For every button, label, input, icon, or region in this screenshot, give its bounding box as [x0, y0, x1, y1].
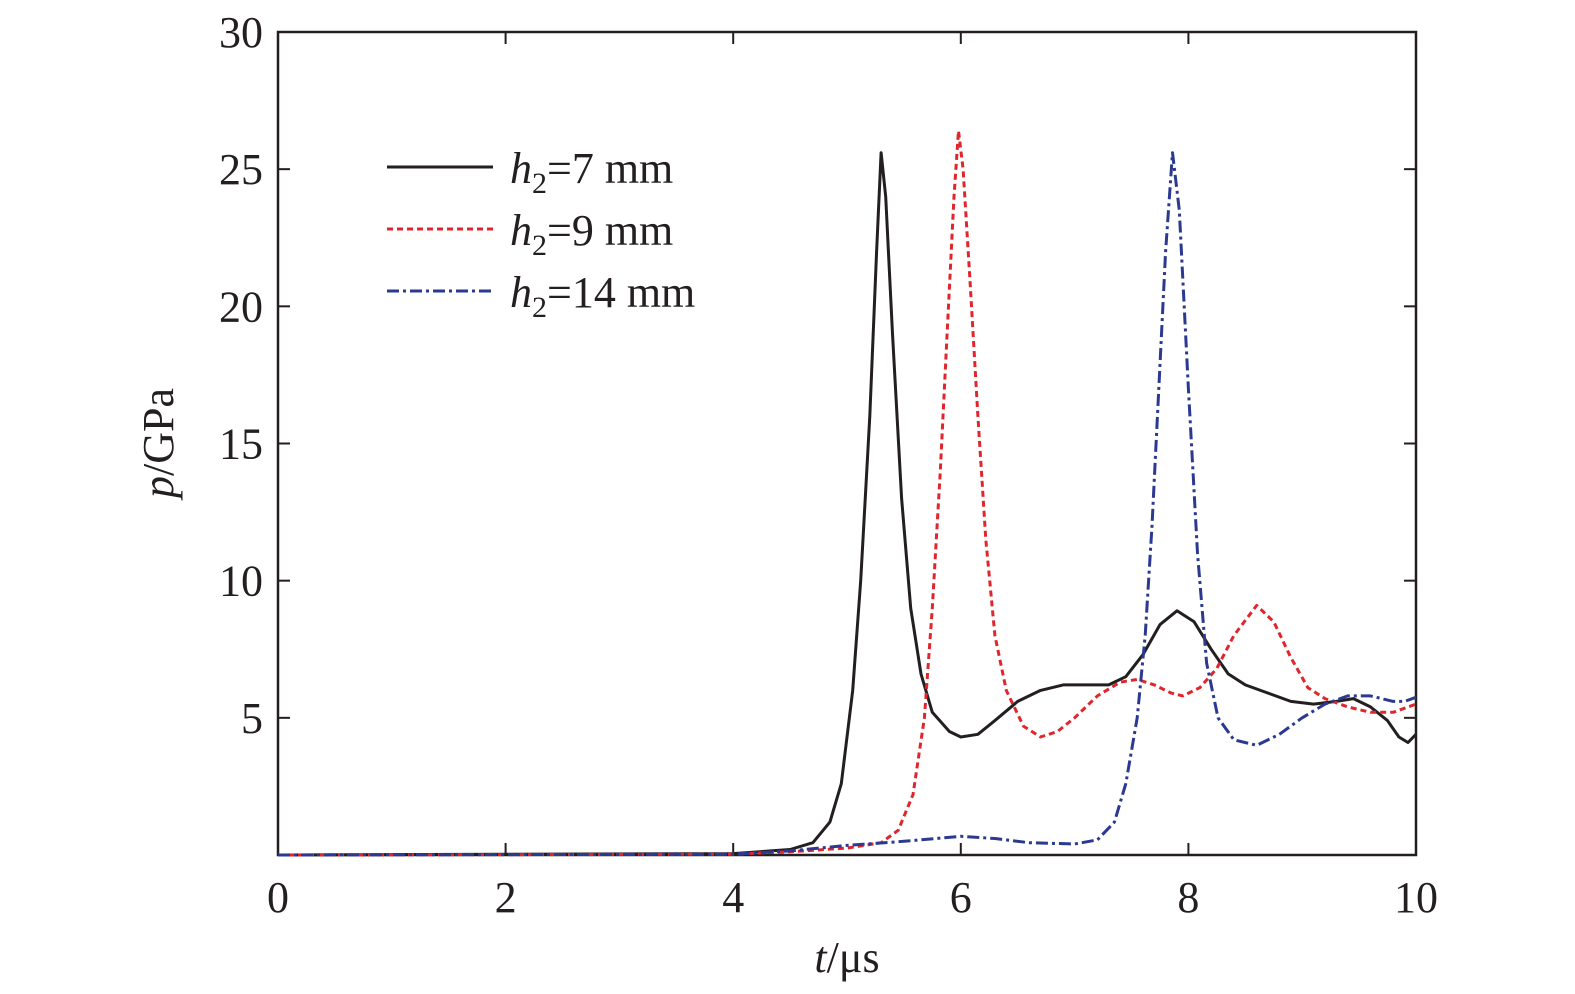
x-tick-label: 0	[267, 873, 289, 922]
series-line-3	[277, 151, 1417, 857]
axis-ticks: 0 2 4 6 8 10 5 10 15 20 25 30	[219, 8, 1438, 922]
y-axis-label: p/GPa	[134, 388, 183, 501]
y-tick-label: 10	[219, 557, 263, 606]
x-axis-label: t/μs	[814, 933, 879, 982]
y-tick-label: 30	[219, 8, 263, 57]
x-tick-label: 4	[722, 873, 744, 922]
legend-label-2: h2=9 mm	[510, 206, 673, 262]
y-tick-label: 25	[219, 145, 263, 194]
series-line-2	[277, 129, 1417, 857]
x-tick-label: 10	[1394, 873, 1438, 922]
y-tick-label: 15	[219, 420, 263, 469]
x-tick-label: 2	[495, 873, 517, 922]
series-line-1	[277, 151, 1418, 857]
y-tick-label: 20	[219, 282, 263, 331]
legend-label-3: h2=14 mm	[510, 268, 695, 324]
y-tick-label: 5	[241, 694, 263, 743]
series-group	[277, 129, 1418, 857]
legend: h2=7 mm h2=9 mm h2=14 mm	[387, 144, 695, 324]
x-tick-label: 8	[1177, 873, 1199, 922]
x-tick-label: 6	[950, 873, 972, 922]
legend-label-1: h2=7 mm	[510, 144, 673, 200]
